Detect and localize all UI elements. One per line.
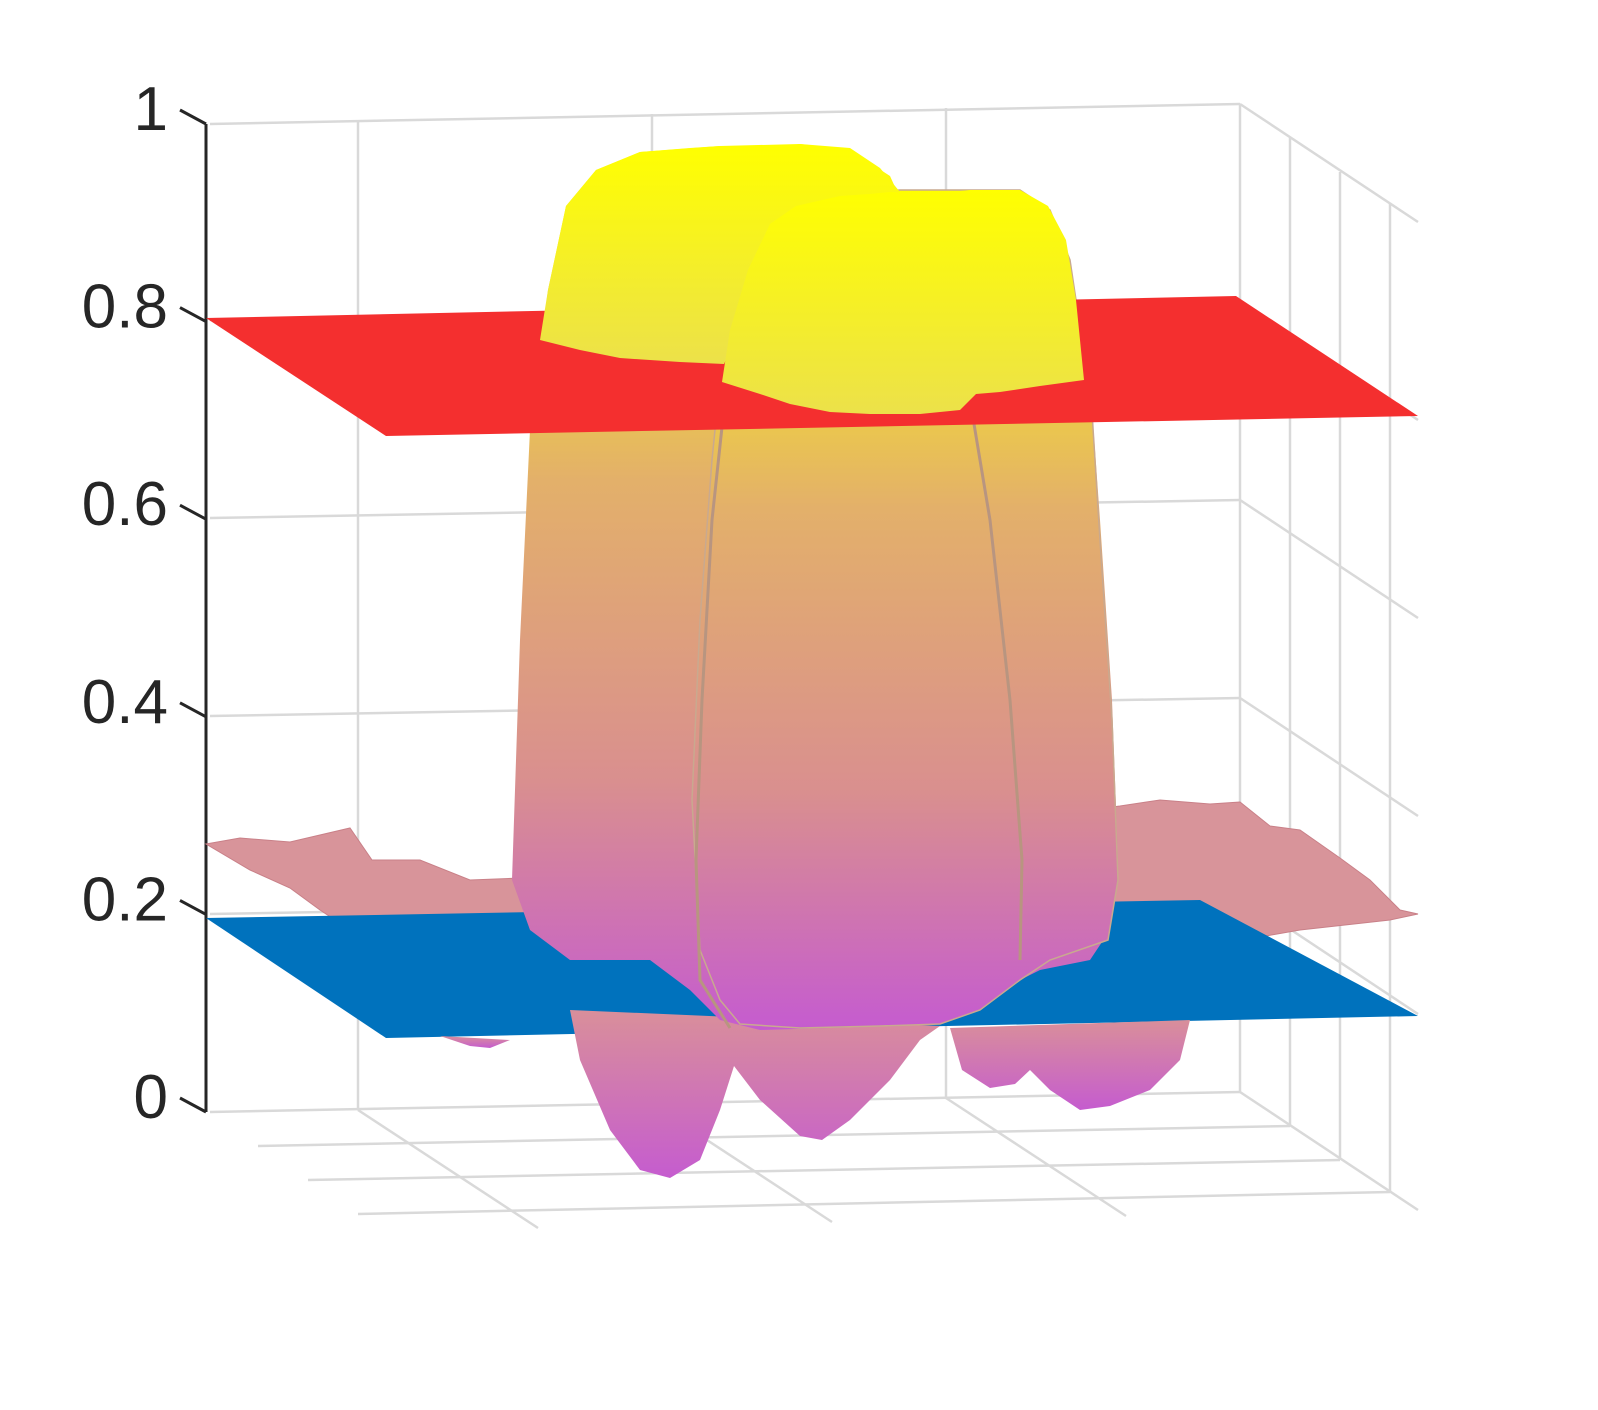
z-tick-label: 0 xyxy=(134,1063,168,1132)
side-wall-gridline xyxy=(1239,1090,1419,1212)
z-tick-mark xyxy=(179,1096,207,1114)
z-tick-mark xyxy=(179,306,207,323)
z-tick-label: 0.6 xyxy=(82,470,168,539)
side-wall-gridline xyxy=(1239,498,1419,620)
surface-seam xyxy=(968,399,1024,961)
surface-seam xyxy=(694,389,732,1029)
surface-dip xyxy=(950,1020,1190,1110)
z-tick-mark xyxy=(179,108,207,126)
floor-gridline xyxy=(257,1124,1291,1148)
back-wall-gridline xyxy=(209,102,1241,126)
z-tick-label: 1 xyxy=(134,75,168,144)
z-tick-mark xyxy=(179,701,207,719)
z-tick-mark xyxy=(179,899,207,916)
floor-gridline xyxy=(307,1158,1341,1182)
side-wall-gridline xyxy=(1239,696,1419,818)
z-tick-label: 0.2 xyxy=(82,865,168,934)
surface-dips xyxy=(440,1010,1190,1178)
z-tick-mark xyxy=(179,503,207,521)
floor-gridline xyxy=(945,1096,1127,1218)
floor-gridline xyxy=(357,1190,1391,1216)
surface-dip xyxy=(440,1036,510,1048)
z-tick-label: 0.4 xyxy=(82,668,168,737)
surface-peak-cap xyxy=(540,144,900,364)
surface-dip xyxy=(570,1010,940,1178)
surface-peak-caps xyxy=(540,144,1084,414)
side-wall-gridline xyxy=(1239,102,1419,224)
surface-peak-cap xyxy=(722,190,1084,414)
z-tick-labels: 0 0.2 0.4 0.6 0.8 1 xyxy=(82,75,168,1132)
floor-gridline xyxy=(357,1108,539,1230)
z-axis xyxy=(179,108,208,1114)
z-tick-label: 0.8 xyxy=(82,273,168,342)
